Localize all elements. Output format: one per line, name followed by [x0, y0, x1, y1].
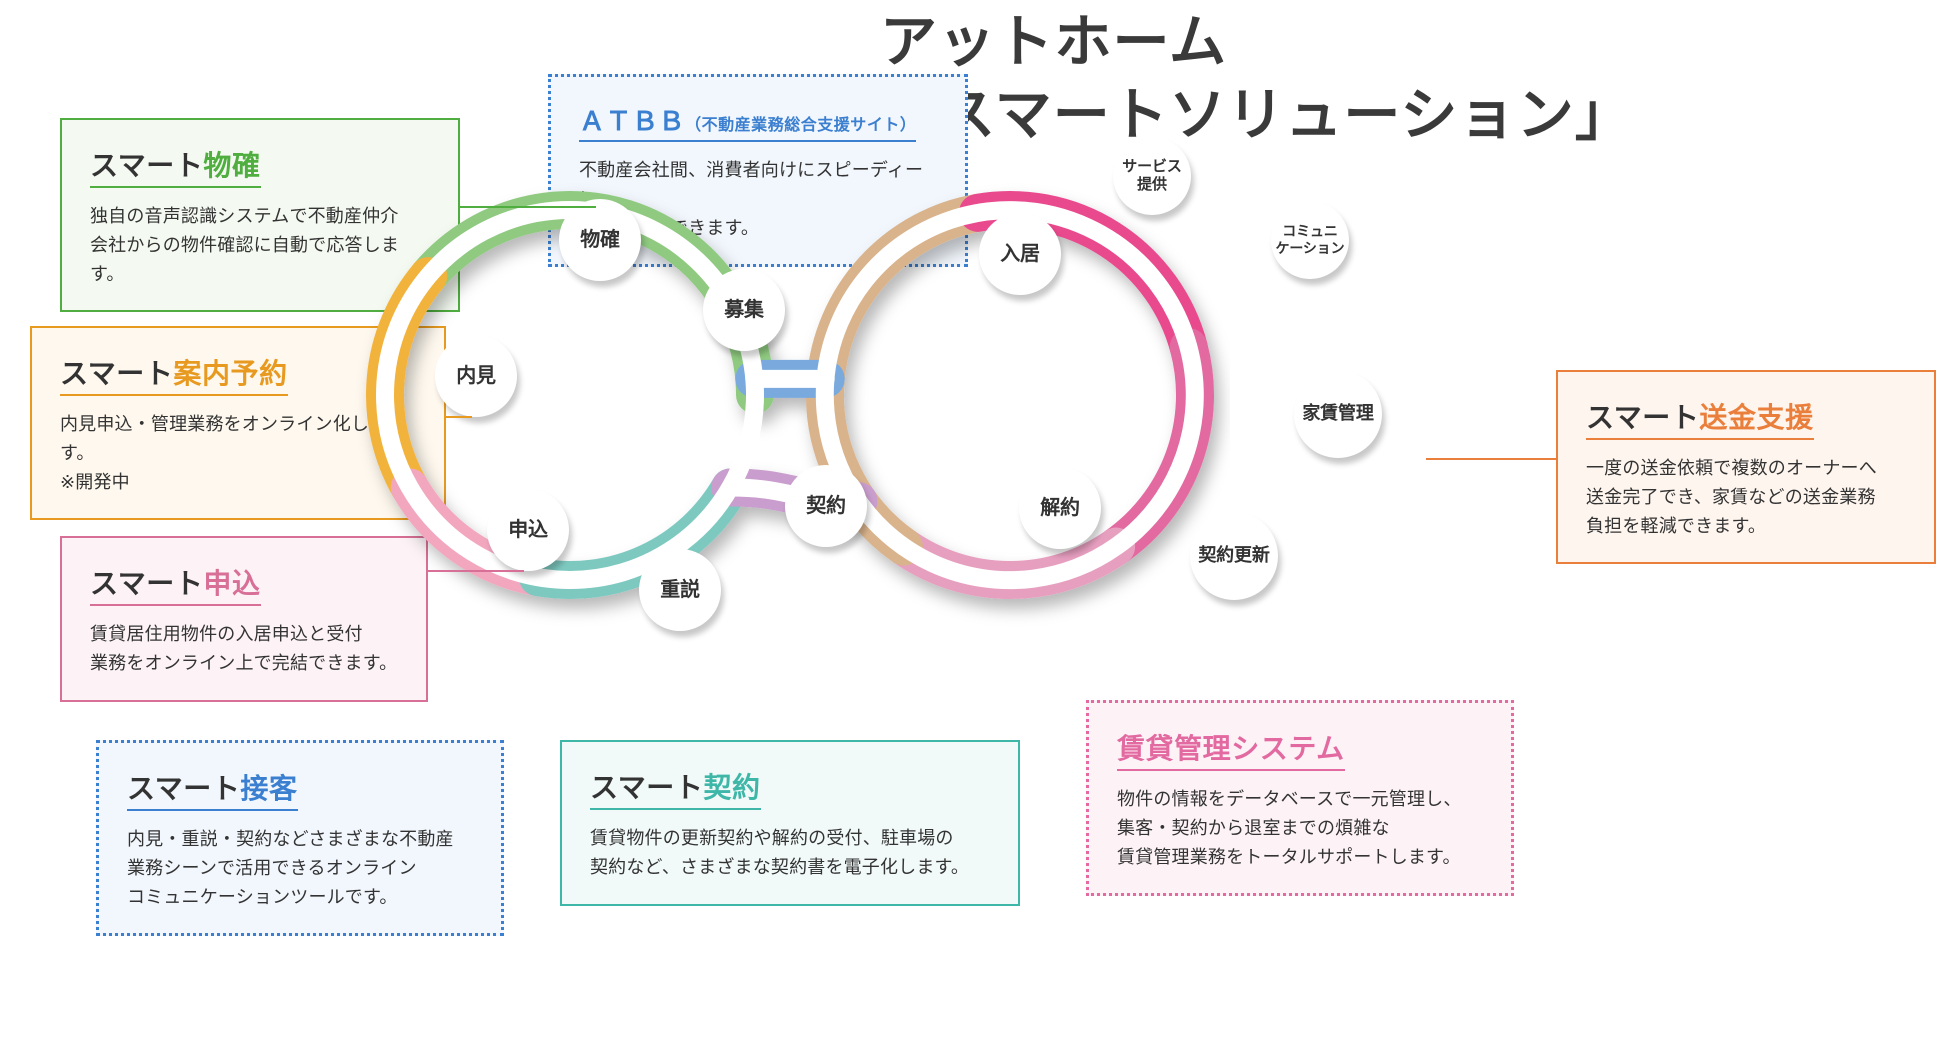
- node-comm: コミュニ ケーション: [1271, 201, 1349, 279]
- box-sekkyaku-title: スマート接客: [127, 767, 298, 811]
- node-kaiyaku-label: 解約: [1040, 496, 1080, 520]
- box-kakunin-title-emph: 物確: [203, 150, 260, 181]
- box-sekkyaku-title-pre: スマート: [127, 773, 240, 804]
- page-title-line1: アットホーム: [880, 10, 1227, 74]
- node-kakunin-label: 物確: [580, 228, 620, 252]
- node-boshu: 募集: [703, 269, 785, 351]
- node-moshikomi: 申込: [487, 489, 569, 571]
- box-sokin-title-pre: スマート: [1586, 402, 1699, 433]
- box-kanri-title: 賃貸管理システム: [1117, 727, 1345, 771]
- box-kanri-body: 物件の情報をデータベースで一元管理し、 集客・契約から退室までの煩雑な 賃貸管理…: [1117, 785, 1483, 871]
- box-moshikomi-title-emph: 申込: [203, 568, 260, 599]
- node-naiken: 内見: [435, 335, 517, 417]
- node-jusetsu: 重説: [639, 549, 721, 631]
- box-sekkyaku: スマート接客内見・重説・契約などさまざまな不動産 業務シーンで活用できるオンライ…: [96, 740, 504, 936]
- box-keiyaku: スマート契約賃貸物件の更新契約や解約の受付、駐車場の 契約など、さまざまな契約書…: [560, 740, 1020, 906]
- node-jusetsu-label: 重説: [660, 578, 700, 602]
- node-nyukyo: 入居: [979, 213, 1061, 295]
- node-keiyaku: 契約: [785, 465, 867, 547]
- box-sekkyaku-title-emph: 接客: [240, 773, 297, 804]
- box-kanri-title-emph: 賃貸管理システム: [1117, 733, 1345, 764]
- box-annai-title-pre: スマート: [60, 358, 173, 389]
- box-moshikomi-leader: [428, 570, 524, 572]
- box-keiyaku-title-emph: 契約: [703, 772, 760, 803]
- node-kakunin: 物確: [559, 199, 641, 281]
- node-yachin: 家賃管理: [1294, 370, 1382, 458]
- box-kanri: 賃貸管理システム物件の情報をデータベースで一元管理し、 集客・契約から退室までの…: [1086, 700, 1514, 896]
- box-kakunin-title-pre: スマート: [90, 150, 203, 181]
- box-annai-title-emph: 案内予約: [173, 358, 287, 389]
- box-moshikomi-title-pre: スマート: [90, 568, 203, 599]
- node-service-label: サービス 提供: [1122, 158, 1181, 194]
- box-kakunin-leader: [460, 206, 596, 208]
- node-koshin-label: 契約更新: [1198, 545, 1269, 567]
- stage: アットホーム 「スマートソリューション」 物確募集内見申込重説契約入居サービス …: [0, 0, 1950, 1062]
- node-keiyaku-label: 契約: [806, 494, 846, 518]
- node-comm-label: コミュニ ケーション: [1275, 223, 1344, 257]
- box-sokin-title: スマート送金支援: [1586, 396, 1814, 440]
- box-keiyaku-body: 賃貸物件の更新契約や解約の受付、駐車場の 契約など、さまざまな契約書を電子化しま…: [590, 824, 990, 882]
- node-nyukyo-label: 入居: [1000, 242, 1040, 266]
- box-atbb-title-emph: （不動産業務総合支援サイト）: [685, 117, 916, 134]
- node-kaiyaku: 解約: [1019, 467, 1101, 549]
- box-sokin-leader: [1426, 458, 1556, 460]
- page-title-line2: 「スマートソリューション」: [880, 83, 1633, 147]
- node-moshikomi-label: 申込: [508, 518, 548, 542]
- box-sokin-title-emph: 送金支援: [1699, 402, 1813, 433]
- node-boshu-label: 募集: [724, 298, 764, 322]
- box-atbb-title: ＡＴＢＢ（不動産業務総合支援サイト）: [579, 101, 916, 142]
- node-service: サービス 提供: [1113, 137, 1191, 215]
- box-atbb-title-pre: ＡＴＢＢ: [579, 106, 685, 136]
- box-keiyaku-title: スマート契約: [590, 766, 761, 810]
- node-koshin: 契約更新: [1190, 512, 1278, 600]
- box-kakunin-title: スマート物確: [90, 144, 261, 188]
- box-sokin-body: 一度の送金依頼で複数のオーナーへ 送金完了でき、家賃などの送金業務 負担を軽減で…: [1586, 454, 1906, 540]
- box-sokin: スマート送金支援一度の送金依頼で複数のオーナーへ 送金完了でき、家賃などの送金業…: [1556, 370, 1936, 564]
- node-naiken-label: 内見: [456, 364, 496, 388]
- box-annai-leader: [446, 416, 472, 418]
- node-yachin-label: 家賃管理: [1302, 403, 1373, 425]
- page-title: アットホーム 「スマートソリューション」: [880, 6, 1633, 152]
- box-moshikomi-title: スマート申込: [90, 562, 261, 606]
- box-annai-title: スマート案内予約: [60, 352, 288, 396]
- box-sekkyaku-body: 内見・重説・契約などさまざまな不動産 業務シーンで活用できるオンライン コミュニ…: [127, 825, 473, 911]
- box-keiyaku-title-pre: スマート: [590, 772, 703, 803]
